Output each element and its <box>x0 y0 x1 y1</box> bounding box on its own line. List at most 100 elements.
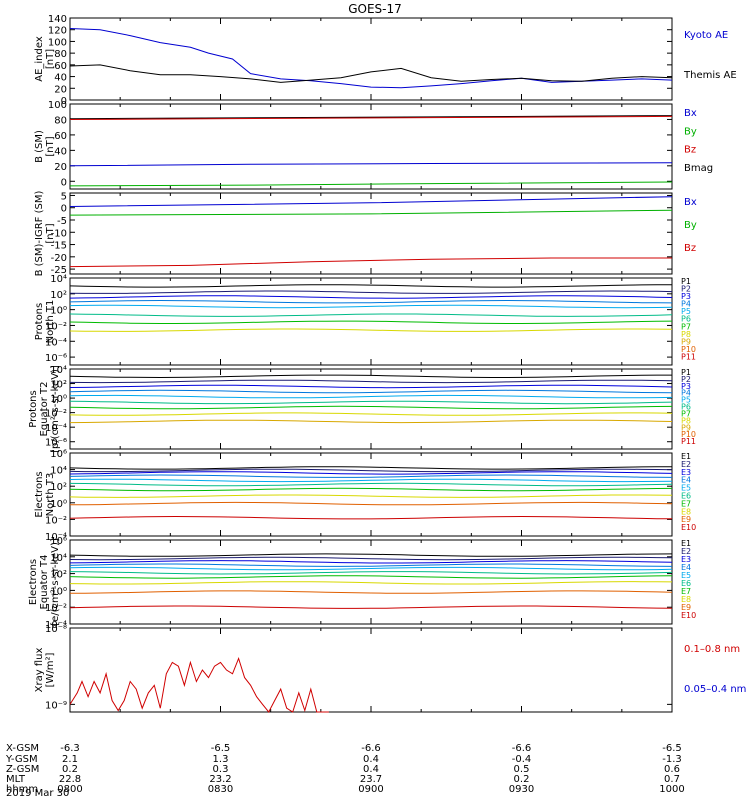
ephemeris-value: -6.6 <box>512 743 532 754</box>
plot-title: GOES-17 <box>348 2 402 16</box>
legend-label: E1 <box>681 452 691 461</box>
legend-label: Bmag <box>684 163 713 174</box>
legend-label: P2 <box>681 285 691 294</box>
channel-line <box>69 471 673 475</box>
legend-label: P10 <box>681 430 696 439</box>
ephemeris-row-label: hhmm <box>6 784 38 795</box>
channel-line <box>69 290 673 294</box>
y-axis-label: AE_index[nT] <box>34 36 56 82</box>
y-axis-label: ProtonsEquator T2[p/(cm²-s-sr-keV)] <box>28 365 61 453</box>
channel-line <box>69 553 673 557</box>
series-line <box>69 64 673 83</box>
channel-line <box>69 295 673 299</box>
legend-label: Bx <box>684 108 697 119</box>
y-tick-label: 10⁻⁴ <box>45 423 67 434</box>
legend-label: P3 <box>681 382 691 391</box>
legend-label: P4 <box>681 300 691 309</box>
channel-line <box>69 405 673 410</box>
channel-line <box>69 394 673 399</box>
ephemeris-row-label: Z-GSM <box>6 764 39 775</box>
channel-line <box>69 466 673 470</box>
y-tick-label: 10² <box>50 380 67 391</box>
ephemeris-table: X-GSMY-GSMZ-GSMMLThhmm-6.32.10.222.80800… <box>5 743 685 795</box>
legend-label: P6 <box>681 403 691 412</box>
y-tick-label: 10⁻² <box>45 321 67 332</box>
y-tick-label: 10⁴ <box>50 365 67 376</box>
ephemeris-value: -6.3 <box>60 743 80 754</box>
ephemeris-value: -6.5 <box>211 743 231 754</box>
legend-label: By <box>684 126 697 137</box>
legend-label: Kyoto AE <box>684 30 728 41</box>
legend-label: P7 <box>681 322 691 331</box>
y-tick-label: 10⁻⁶ <box>45 353 67 364</box>
legend-label: E4 <box>681 476 691 485</box>
series-line <box>69 657 329 713</box>
channel-line <box>69 313 673 317</box>
legend-label: Bz <box>684 145 696 156</box>
panel-3: -25-20-15 -10-50 5 B (SM)-IGRF (SM)[nT] Bx By… <box>34 191 697 277</box>
y-tick-label: 10⁻² <box>45 603 67 614</box>
channel-line <box>69 605 673 609</box>
legend-label: P3 <box>681 292 691 301</box>
channel-line <box>69 482 673 487</box>
channel-line <box>69 487 673 492</box>
legend-label: E4 <box>681 563 691 572</box>
y-tick-label: -15 <box>51 241 67 252</box>
channel-line <box>69 566 673 571</box>
y-tick-label: 20 <box>54 162 67 173</box>
legend-label: E2 <box>681 460 691 469</box>
legend-label: P5 <box>681 307 691 316</box>
ephemeris-value: 0830 <box>208 784 233 795</box>
ephemeris-value: 0.4 <box>363 764 379 775</box>
legend-label: P11 <box>681 437 696 446</box>
y-tick-label: 10² <box>50 482 67 493</box>
ephemeris-value: -6.5 <box>662 743 682 754</box>
ephemeris-value: 0.5 <box>514 764 530 775</box>
legend-label: E8 <box>681 595 691 604</box>
y-tick-label: 10⁴ <box>50 274 67 285</box>
ephemeris-value: 0930 <box>509 784 534 795</box>
legend-label: P7 <box>681 409 691 418</box>
legend-label: E7 <box>681 499 691 508</box>
y-tick-label: 10⁻⁴ <box>45 620 67 631</box>
series-line <box>69 115 673 120</box>
series-line <box>69 162 673 167</box>
panel-frame <box>69 627 673 713</box>
channel-line <box>69 304 673 309</box>
series-line <box>69 196 673 207</box>
y-axis-label: Xray flux[W/m²] <box>34 648 56 693</box>
y-tick-label: -25 <box>51 265 67 276</box>
channel-line <box>69 384 673 389</box>
legend-label: P10 <box>681 345 696 354</box>
legend-label: 0.05–0.4 nm <box>684 684 746 695</box>
y-axis-label: B (SM)-IGRF (SM)[nT] <box>34 191 56 277</box>
channel-line <box>69 560 673 564</box>
ephemeris-row-label: Y-GSM <box>5 754 38 765</box>
legend-label: By <box>684 220 697 231</box>
y-tick-label: 40 <box>54 146 67 157</box>
y-tick-label: 5 <box>61 191 67 202</box>
legend-label: E10 <box>681 523 696 532</box>
channel-line <box>69 501 673 506</box>
panel-4: 10⁻⁶ 10⁻⁴ 10⁻² 10⁰ 10² 10⁴ ProtonsNorth T1 P1P2… <box>34 274 696 366</box>
channel-line <box>69 515 673 520</box>
legend-label: P1 <box>681 277 691 286</box>
legend-label: P11 <box>681 352 696 361</box>
ephemeris-value: 1.3 <box>213 754 229 765</box>
ephemeris-row-label: MLT <box>6 774 26 785</box>
channel-line <box>69 478 673 483</box>
channel-line <box>69 299 673 304</box>
legend-label: E6 <box>681 579 691 588</box>
y-tick-label: 40 <box>54 73 67 84</box>
ephemeris-value: -0.4 <box>512 754 532 765</box>
y-tick-label: 10⁻⁹ <box>45 700 67 711</box>
ephemeris-value: -6.6 <box>361 743 381 754</box>
channel-line <box>69 284 673 288</box>
legend-label: P1 <box>681 368 691 377</box>
date-label: 2019 Mar 30 <box>6 788 69 799</box>
